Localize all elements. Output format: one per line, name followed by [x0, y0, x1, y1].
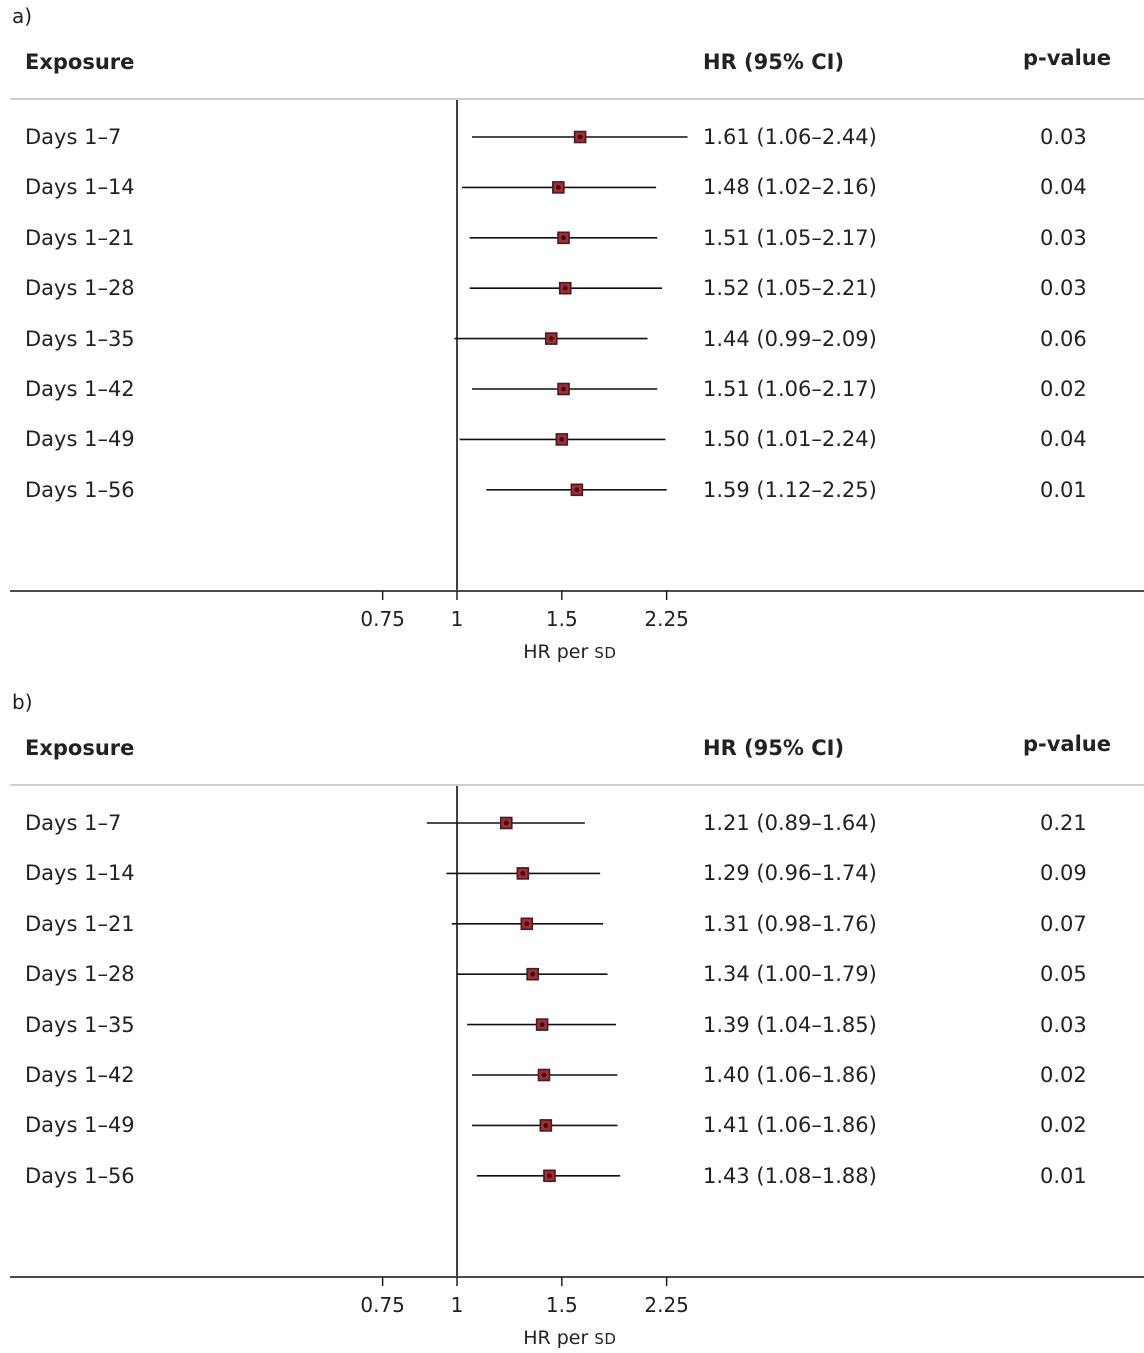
exposure-label: Days 1–35 [25, 326, 135, 351]
p-value: 0.02 [1040, 1063, 1087, 1087]
x-axis-title-main: HR per [523, 641, 595, 663]
exposure-label: Days 1–28 [25, 276, 135, 301]
forest-plot-svg: 0.75 1 1.5 2.25 [10, 100, 1144, 631]
hr-marker-dot [561, 386, 566, 392]
exposure-label: Days 1–14 [25, 861, 135, 886]
forest-plot-svg: 0.75 1 1.5 2.25 [10, 786, 1144, 1317]
panel-label: b) [12, 690, 33, 714]
hr-marker-dot [503, 820, 509, 826]
hr-ci-value: 1.44 (0.99–2.09) [703, 326, 877, 351]
x-tick-label: 0.75 [360, 1293, 405, 1317]
header-p-value: p-value [1023, 46, 1111, 70]
exposure-label: Days 1–21 [25, 225, 135, 250]
exposure-label: Days 1–49 [25, 427, 135, 452]
p-value: 0.01 [1040, 1163, 1087, 1188]
exposure-label: Days 1–56 [25, 1163, 135, 1188]
p-value: 0.07 [1040, 911, 1087, 936]
hr-ci-value: 1.61 (1.06–2.44) [703, 125, 877, 149]
hr-marker-dot [530, 971, 536, 977]
x-tick-label: 1.5 [546, 607, 578, 631]
header-rule [10, 784, 1144, 786]
hr-marker-dot [543, 1123, 549, 1128]
exposure-label: Days 1–28 [25, 962, 135, 987]
p-value: 0.03 [1040, 225, 1087, 250]
hr-marker-dot [548, 336, 554, 341]
x-tick-label: 2.25 [644, 607, 689, 631]
forest-panel-a: a) Exposure HR (95% CI) p-value Days 1–7… [0, 0, 1144, 676]
x-tick-label: 0.75 [360, 607, 405, 631]
exposure-label: Days 1–21 [25, 911, 135, 936]
x-axis-title-unit: SD [594, 644, 617, 662]
exposure-label: Days 1–49 [25, 1113, 135, 1138]
p-value: 0.02 [1040, 377, 1087, 401]
hr-ci-value: 1.31 (0.98–1.76) [703, 911, 877, 936]
exposure-label: Days 1–42 [25, 1063, 135, 1087]
p-value: 0.09 [1040, 861, 1087, 886]
hr-marker-dot [562, 285, 568, 291]
hr-ci-value: 1.51 (1.06–2.17) [703, 377, 877, 401]
p-value: 0.02 [1040, 1113, 1087, 1138]
panel-label: a) [12, 4, 33, 28]
forest-panel-b: b) Exposure HR (95% CI) p-value Days 1–7… [0, 686, 1144, 1353]
x-axis-title: HR per SD [523, 641, 616, 663]
hr-ci-value: 1.34 (1.00–1.79) [703, 962, 877, 987]
header-hr-ci: HR (95% CI) [703, 50, 845, 74]
p-value: 0.03 [1040, 276, 1087, 301]
hr-ci-value: 1.40 (1.06–1.86) [703, 1063, 877, 1087]
header-p-value: p-value [1023, 732, 1111, 756]
hr-ci-value: 1.48 (1.02–2.16) [703, 175, 877, 200]
hr-ci-value: 1.50 (1.01–2.24) [703, 427, 877, 452]
hr-marker-dot [574, 487, 580, 493]
x-tick-label: 1 [451, 1293, 464, 1317]
hr-marker-dot [555, 185, 561, 190]
hr-marker-dot [561, 235, 566, 241]
exposure-label: Days 1–7 [25, 811, 122, 835]
header-hr-ci: HR (95% CI) [703, 736, 845, 760]
p-value: 0.04 [1040, 427, 1087, 452]
hr-ci-value: 1.39 (1.04–1.85) [703, 1012, 877, 1037]
p-value: 0.01 [1040, 477, 1087, 502]
hr-ci-value: 1.29 (0.96–1.74) [703, 861, 877, 886]
hr-marker-dot [559, 437, 565, 442]
hr-marker-dot [520, 871, 526, 876]
exposure-label: Days 1–42 [25, 377, 135, 401]
header-rule [10, 98, 1144, 100]
exposure-label: Days 1–35 [25, 1012, 135, 1037]
hr-marker-dot [539, 1022, 545, 1027]
x-tick-label: 2.25 [644, 1293, 689, 1317]
p-value: 0.03 [1040, 1012, 1087, 1037]
hr-marker-dot [547, 1173, 552, 1179]
x-axis-title-unit: SD [594, 1330, 617, 1348]
hr-ci-value: 1.43 (1.08–1.88) [703, 1163, 877, 1188]
exposure-label: Days 1–56 [25, 477, 135, 502]
x-tick-label: 1.5 [546, 1293, 578, 1317]
hr-ci-value: 1.51 (1.05–2.17) [703, 225, 877, 250]
exposure-label: Days 1–7 [25, 125, 122, 149]
hr-ci-value: 1.21 (0.89–1.64) [703, 811, 877, 835]
hr-marker-dot [524, 921, 530, 927]
x-axis-title-main: HR per [523, 1327, 595, 1349]
hr-marker-dot [541, 1072, 547, 1078]
hr-marker-dot [577, 134, 583, 140]
p-value: 0.21 [1040, 811, 1087, 835]
header-exposure: Exposure [25, 736, 135, 760]
p-value: 0.03 [1040, 125, 1087, 149]
hr-ci-value: 1.52 (1.05–2.21) [703, 276, 877, 301]
x-axis-title: HR per SD [523, 1327, 616, 1349]
x-tick-label: 1 [451, 607, 464, 631]
p-value: 0.05 [1040, 962, 1087, 987]
hr-ci-value: 1.41 (1.06–1.86) [703, 1113, 877, 1138]
p-value: 0.04 [1040, 175, 1087, 200]
p-value: 0.06 [1040, 326, 1087, 351]
exposure-label: Days 1–14 [25, 175, 135, 200]
hr-ci-value: 1.59 (1.12–2.25) [703, 477, 877, 502]
header-exposure: Exposure [25, 50, 135, 74]
